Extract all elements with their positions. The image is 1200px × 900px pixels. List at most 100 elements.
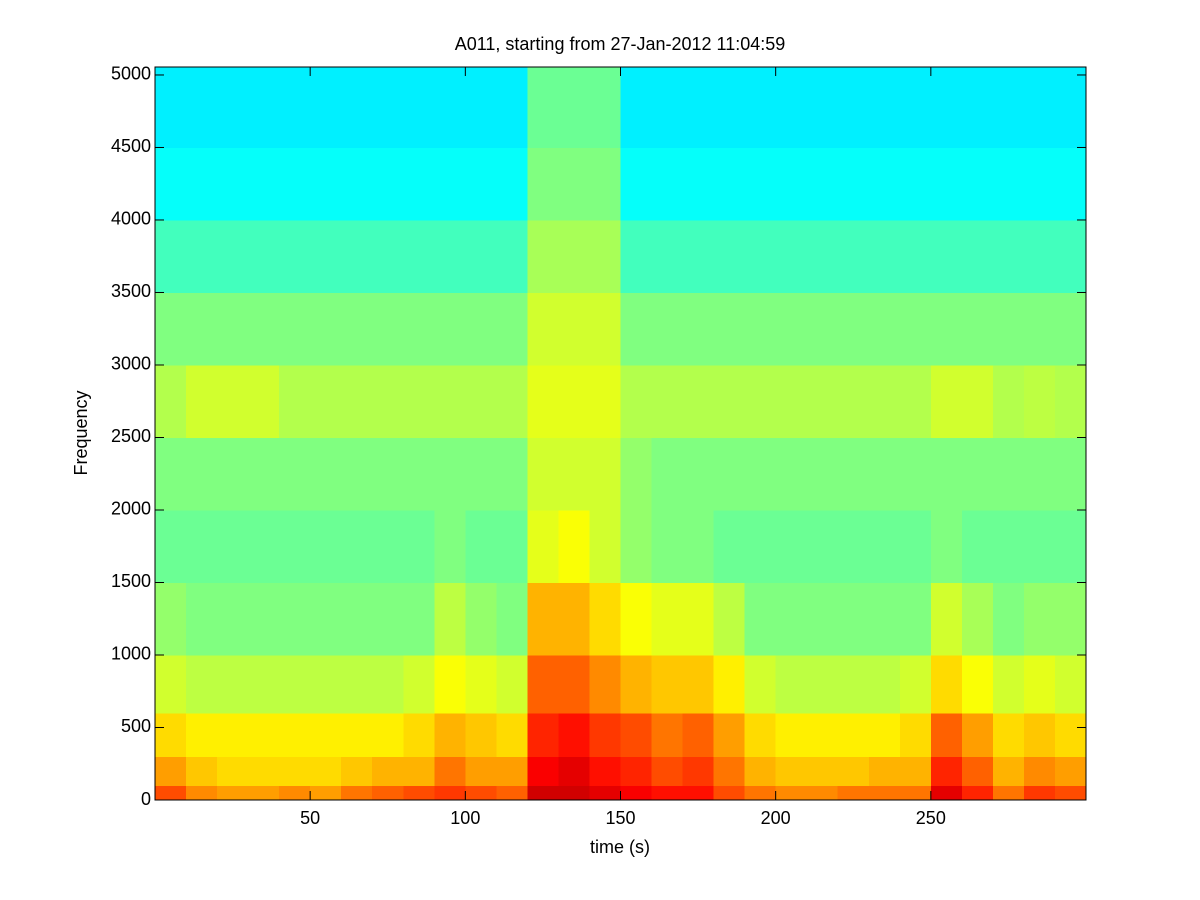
heatmap-cell (217, 147, 249, 221)
heatmap-cell (930, 509, 963, 583)
heatmap-cell (403, 509, 435, 583)
heatmap-cell (1054, 147, 1087, 221)
heatmap-cell (868, 712, 901, 757)
heatmap-cell (775, 785, 808, 801)
heatmap-cell (341, 582, 373, 656)
heatmap-cell (496, 364, 528, 438)
heatmap-cell (651, 364, 684, 438)
heatmap-cell (403, 292, 435, 366)
heatmap-cell (1054, 292, 1087, 366)
heatmap-cell (682, 654, 715, 714)
heatmap-cell (837, 364, 870, 438)
heatmap-cell (899, 712, 932, 757)
heatmap-cell (496, 509, 528, 583)
heatmap-cell (713, 785, 746, 801)
heatmap-cell (217, 654, 249, 714)
heatmap-cell (527, 364, 559, 438)
heatmap-cell (930, 582, 963, 656)
heatmap-cell (713, 219, 746, 293)
heatmap-cell (217, 582, 249, 656)
heatmap-cell (992, 756, 1025, 786)
heatmap-cell (279, 292, 311, 366)
heatmap-cell (155, 582, 187, 656)
heatmap-cell (341, 756, 373, 786)
x-tick-label: 150 (605, 808, 635, 828)
heatmap-cell (744, 509, 777, 583)
heatmap-cell (961, 785, 994, 801)
heatmap-cell (310, 712, 342, 757)
heatmap-cell (651, 292, 684, 366)
heatmap-cell (217, 756, 249, 786)
heatmap-cell (930, 292, 963, 366)
heatmap-cell (465, 364, 497, 438)
heatmap-cell (992, 712, 1025, 757)
heatmap-cell (806, 292, 839, 366)
heatmap-cell (155, 712, 187, 757)
heatmap-cell (620, 147, 653, 221)
x-tick-label: 50 (300, 808, 320, 828)
heatmap-cell (589, 785, 621, 801)
heatmap-cell (899, 582, 932, 656)
heatmap-cell (744, 67, 777, 148)
heatmap-cell (620, 756, 653, 786)
heatmap-cell (465, 654, 497, 714)
heatmap-cell (620, 292, 653, 366)
heatmap-cell (1023, 364, 1056, 438)
heatmap-cell (868, 364, 901, 438)
heatmap-cell (434, 712, 466, 757)
heatmap-cell (775, 712, 808, 757)
heatmap-cell (744, 364, 777, 438)
heatmap-cell (434, 67, 466, 148)
heatmap-cell (775, 67, 808, 148)
y-tick-label: 500 (121, 716, 151, 736)
heatmap-cell (682, 582, 715, 656)
y-tick-label: 3500 (111, 281, 151, 301)
heatmap-cell (961, 712, 994, 757)
heatmap-cell (1023, 147, 1056, 221)
heatmap-cell (868, 509, 901, 583)
heatmap-cell (217, 509, 249, 583)
heatmap-cell (713, 67, 746, 148)
heatmap-cell (496, 756, 528, 786)
heatmap-cell (868, 582, 901, 656)
heatmap-cell (961, 67, 994, 148)
heatmap-cell (1054, 437, 1087, 511)
heatmap-cell (434, 364, 466, 438)
heatmap-cell (186, 437, 218, 511)
heatmap-cell (1023, 437, 1056, 511)
y-tick-label: 3000 (111, 354, 151, 374)
heatmap-cell (713, 147, 746, 221)
heatmap-cell (1054, 785, 1087, 801)
heatmap-cell (589, 147, 621, 221)
heatmap-cell (961, 756, 994, 786)
heatmap-cell (682, 756, 715, 786)
heatmap-cell (558, 582, 590, 656)
heatmap-cell (434, 756, 466, 786)
heatmap-cell (279, 147, 311, 221)
heatmap-cell (961, 654, 994, 714)
heatmap-cell (620, 654, 653, 714)
heatmap-cell (558, 756, 590, 786)
heatmap-cell (248, 785, 280, 801)
heatmap-cell (589, 219, 621, 293)
heatmap-cell (155, 509, 187, 583)
heatmap-cell (713, 756, 746, 786)
heatmap-cell (651, 785, 684, 801)
heatmap-cell (341, 437, 373, 511)
heatmap-cell (930, 756, 963, 786)
heatmap-cell (775, 364, 808, 438)
heatmap-cell (496, 437, 528, 511)
heatmap-cell (1054, 364, 1087, 438)
heatmap-cell (589, 756, 621, 786)
heatmap-cell (806, 785, 839, 801)
heatmap-cell (930, 67, 963, 148)
heatmap-cell (558, 712, 590, 757)
heatmap-cell (1054, 712, 1087, 757)
heatmap-cell (372, 67, 404, 148)
heatmap-cell (1023, 582, 1056, 656)
heatmap-cell (775, 509, 808, 583)
heatmap-cell (620, 364, 653, 438)
heatmap-cell (713, 509, 746, 583)
heatmap-cell (806, 582, 839, 656)
heatmap-cell (930, 654, 963, 714)
